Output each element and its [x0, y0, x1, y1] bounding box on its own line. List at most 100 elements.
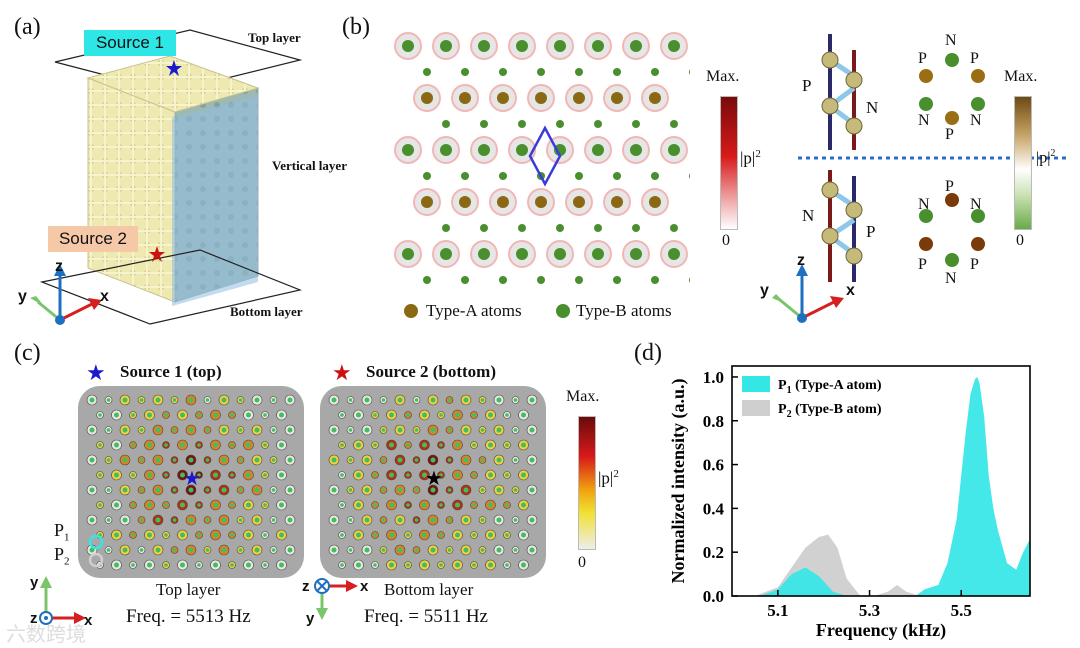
field-site-core — [230, 443, 234, 447]
field-site-core — [505, 563, 509, 567]
field-site-core — [197, 533, 201, 537]
field-site-core — [455, 442, 460, 448]
field-site-core — [188, 397, 194, 403]
legend-label-2: P2 (Type-B atom) — [778, 402, 882, 420]
y-tick-label: 0.4 — [703, 499, 725, 518]
plot-frame — [731, 365, 1031, 597]
field-site-core — [122, 547, 128, 553]
field-site-core — [263, 413, 267, 417]
field-site-core — [213, 442, 218, 448]
field-site-core — [414, 488, 419, 492]
field-site-core — [279, 532, 284, 538]
field-site-core — [180, 472, 185, 478]
field-site-core — [147, 532, 152, 538]
field-site-core — [447, 548, 452, 552]
field-site-core — [89, 487, 95, 493]
c2-axis-y-label: y — [306, 610, 315, 627]
c-axis-y-label: y — [30, 574, 39, 591]
field-site-core — [164, 413, 168, 417]
field-site-core — [106, 398, 111, 402]
legend-label-1: P1 (Type-A atom) — [778, 378, 882, 396]
x-tick-label: 5.1 — [767, 601, 788, 620]
field-site-core — [246, 472, 251, 478]
type-b-atom — [630, 144, 642, 156]
lattice-top-face — [86, 55, 260, 113]
type-b-atom — [632, 120, 640, 128]
field-site-core — [472, 443, 476, 447]
panel-d-label: (d) — [634, 340, 662, 366]
field-site-core — [472, 503, 476, 507]
field-site-core — [164, 443, 168, 447]
field-site-core — [287, 517, 293, 523]
panel-c-colorbar-min: 0 — [578, 554, 586, 571]
type-b-atom — [689, 69, 690, 75]
mode-bottom-n2: N — [970, 196, 982, 213]
field-site-core — [480, 548, 485, 552]
field-site-core — [488, 532, 493, 538]
field-site-core — [505, 533, 509, 537]
b-axis-z-label: z — [797, 252, 805, 269]
field-site-core — [340, 533, 344, 537]
field-site-core — [246, 442, 251, 448]
field-site-core — [188, 547, 194, 553]
source-star-marker: ★ — [183, 468, 201, 490]
type-a-atom — [649, 92, 661, 104]
field-site-core — [139, 488, 144, 492]
type-b-atom — [499, 68, 507, 76]
field-site-core — [496, 427, 502, 433]
panel-c-colorbar — [578, 416, 596, 550]
field-site-core — [164, 473, 168, 477]
type-b-atom — [613, 68, 621, 76]
y-tick-label: 0.8 — [703, 412, 724, 431]
field-site-core — [373, 563, 377, 567]
field-site-core — [340, 563, 344, 567]
type-b-atom — [668, 40, 680, 52]
field-site-core — [238, 398, 243, 402]
field-site-core — [230, 503, 234, 507]
field-site-core — [114, 532, 119, 538]
field-site-core — [279, 412, 284, 418]
field-site-core — [496, 397, 502, 403]
panel-c-bottom-layer-label: Bottom layer — [384, 580, 474, 599]
field-site-core — [414, 518, 419, 522]
field-site-core — [205, 428, 210, 432]
type-b-atom — [632, 224, 640, 232]
field-site-core — [287, 457, 293, 463]
field-site-core — [455, 472, 460, 478]
unit-cell-outline — [528, 125, 562, 187]
panel-c-axes-left — [39, 576, 86, 625]
field-site-core — [422, 412, 427, 418]
field-site-core — [529, 457, 535, 463]
field-site-core — [89, 517, 95, 523]
field-site-core — [480, 398, 485, 402]
field-site-core — [414, 428, 419, 432]
type-a-atom — [611, 92, 623, 104]
field-site-core — [197, 413, 201, 417]
field-site-core — [230, 413, 234, 417]
field-site-core — [98, 473, 102, 477]
field-site-core — [139, 518, 144, 522]
field-site-core — [430, 397, 436, 403]
field-site-core — [147, 412, 152, 418]
field-site-core — [340, 413, 344, 417]
field-site-core — [213, 412, 218, 418]
field-site-core — [397, 547, 403, 553]
field-site-core — [348, 398, 353, 402]
type-b-atom — [442, 120, 450, 128]
mode-bottom-p1: P — [945, 178, 954, 195]
field-site-core — [496, 517, 502, 523]
field-site-core — [406, 443, 410, 447]
field-site-core — [406, 533, 410, 537]
field-site-core — [505, 413, 509, 417]
source2-star-icon: ★ — [332, 360, 352, 385]
field-site-core — [164, 533, 168, 537]
field-site-core — [447, 458, 452, 462]
field-site-core — [188, 517, 194, 523]
series-area-1 — [732, 376, 1030, 596]
field-site-core — [439, 503, 443, 507]
field-site-core — [221, 517, 227, 523]
field-site-core — [340, 473, 344, 477]
field-site-core — [238, 428, 243, 432]
field-site-core — [447, 428, 452, 432]
type-a-atom — [421, 92, 433, 104]
